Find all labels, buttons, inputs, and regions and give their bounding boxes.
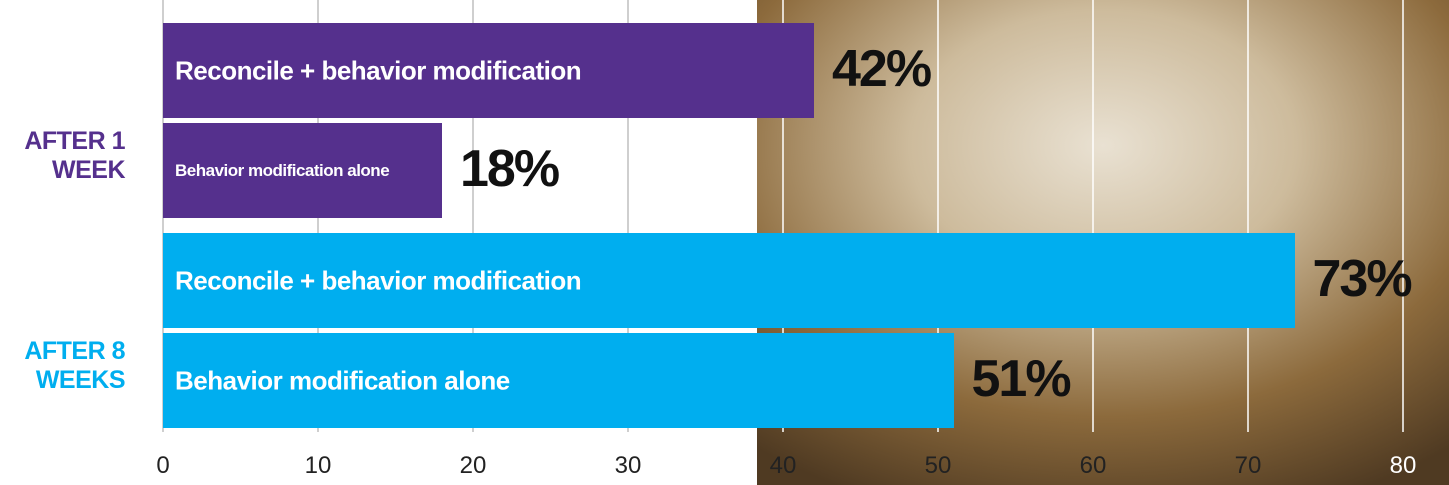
bar-label: Reconcile + behavior modification bbox=[175, 55, 581, 86]
group-label: AFTER 8 WEEKS bbox=[5, 337, 125, 395]
x-tick-label: 50 bbox=[925, 452, 952, 480]
page: 0 10 20 30 40 50 60 70 80 Reconcile + behavior mo… bbox=[0, 0, 1449, 485]
value-label: 73% bbox=[1313, 249, 1411, 309]
bar: Reconcile + behavior modification bbox=[163, 23, 814, 118]
bar-label: Behavior modification alone bbox=[175, 365, 510, 396]
value-label: 18% bbox=[460, 139, 558, 199]
x-tick-label: 70 bbox=[1235, 452, 1262, 480]
x-tick-label: 60 bbox=[1080, 452, 1107, 480]
value-label: 42% bbox=[832, 39, 930, 99]
bar-label: Reconcile + behavior modification bbox=[175, 265, 581, 296]
x-tick-label: 10 bbox=[305, 452, 332, 480]
value-label: 51% bbox=[972, 349, 1070, 409]
bar-label: Behavior modification alone bbox=[175, 159, 394, 183]
chart: 0 10 20 30 40 50 60 70 80 Reconcile + behavior mo… bbox=[0, 0, 1449, 485]
x-tick-label: 40 bbox=[770, 452, 797, 480]
x-tick-label: 80 bbox=[1390, 452, 1417, 480]
x-tick-label: 20 bbox=[460, 452, 487, 480]
bar: Reconcile + behavior modification bbox=[163, 233, 1295, 328]
bar: Behavior modification alone bbox=[163, 333, 954, 428]
x-tick-label: 0 bbox=[156, 452, 169, 480]
bar: Behavior modification alone bbox=[163, 123, 442, 218]
x-tick-label: 30 bbox=[615, 452, 642, 480]
group-label: AFTER 1 WEEK bbox=[5, 127, 125, 185]
